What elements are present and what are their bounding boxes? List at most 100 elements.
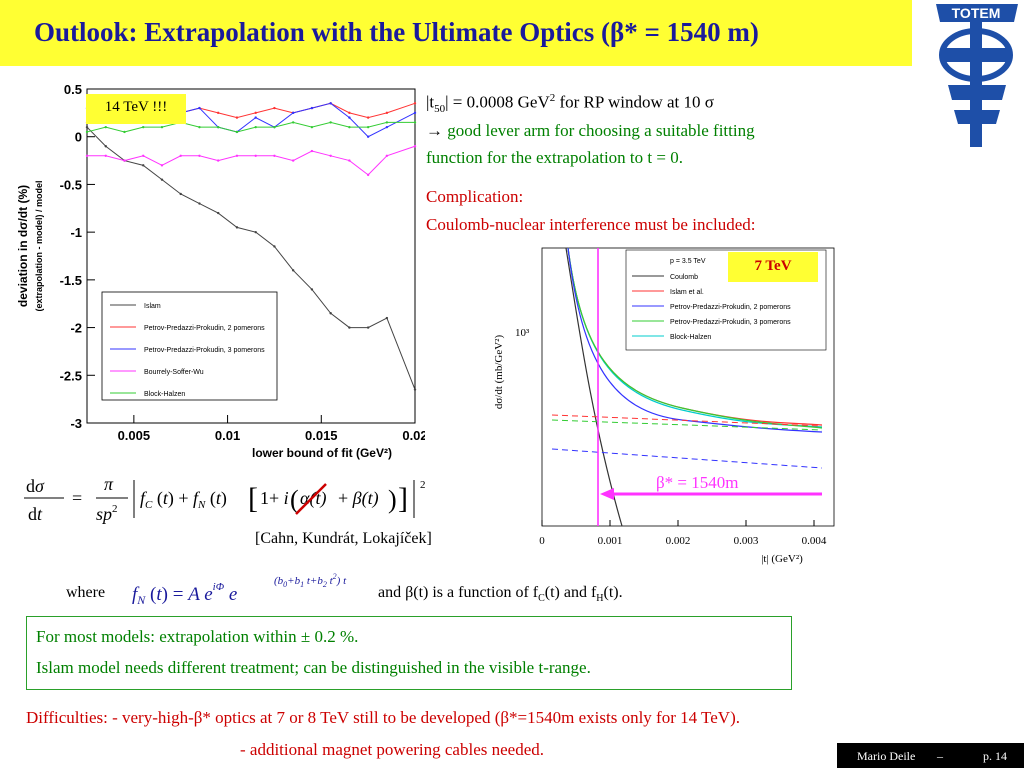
data-point (348, 116, 351, 119)
y-tick-label: -2.5 (60, 368, 82, 383)
data-point (273, 154, 276, 157)
c2-x-tick-label: 0 (539, 535, 545, 547)
svg-text:sp2: sp2 (96, 503, 118, 524)
svg-text:fC (t) + fN (t): fC (t) + fN (t) (140, 488, 227, 511)
data-point (104, 125, 107, 129)
y-axis-subtitle: (extrapolation - model) / model (34, 180, 44, 311)
c2-x-title: |t| (GeV²) (761, 553, 803, 565)
data-point (329, 121, 332, 124)
data-point (413, 111, 417, 115)
fn-formula: fN (t) = A eiΦ e (b0+b1 t+b2 t2) t (132, 572, 347, 607)
data-point (329, 154, 332, 157)
data-point (291, 159, 295, 162)
data-point (366, 135, 370, 138)
data-point (254, 116, 257, 119)
data-point (366, 125, 370, 129)
svg-text:]: ] (398, 482, 408, 515)
x-tick-label: 0.01 (215, 428, 240, 443)
footer-page: p. 14 (983, 749, 1007, 763)
c2-legend-entry: Block-Halzen (670, 334, 711, 341)
legend-entry: Petrov-Predazzi-Prokudin, 3 pomerons (144, 347, 265, 354)
data-point (348, 326, 351, 329)
data-point (385, 154, 389, 157)
citation: [Cahn, Kundrát, Lokajíček] (255, 530, 432, 547)
y-tick-label: -3 (70, 416, 82, 431)
deviation-chart: 0.5 0 -0.5 -1 -1.5 -2 -2.5 -3 0.005 0.01 0.015 0.0… (16, 82, 425, 460)
legend-entry: Block-Halzen (144, 391, 185, 398)
data-point (310, 125, 314, 129)
data-point (123, 130, 126, 134)
data-point (366, 173, 370, 177)
series-line (87, 145, 416, 176)
cross-section-chart: dσ/dt (mb/GeV²) 10³ 0 0.001 0.002 0.003 0.00… (493, 247, 835, 565)
c2-legend-entry: Petrov-Predazzi-Prokudin, 3 pomerons (670, 319, 791, 326)
data-point (179, 192, 182, 196)
data-point (160, 178, 164, 181)
svg-text:2: 2 (420, 479, 426, 491)
data-point (179, 154, 182, 157)
beta-annotation: β* = 1540m (656, 473, 738, 492)
data-point (217, 211, 220, 215)
data-point (291, 269, 295, 272)
data-point (310, 106, 314, 110)
y-tick-label: 0 (75, 130, 82, 145)
svg-text:TOTEM: TOTEM (952, 5, 1001, 21)
data-point (310, 149, 314, 153)
summary-box (26, 616, 792, 690)
svg-text:(: ( (290, 485, 299, 514)
complication-label: Complication: (426, 187, 524, 206)
data-point (85, 130, 89, 134)
x-axis-title: lower bound of fit (GeV²) (252, 446, 392, 460)
data-point (217, 111, 220, 115)
data-point (142, 125, 145, 129)
data-point (366, 326, 370, 329)
footer-author: Mario Deile (857, 749, 916, 763)
legend-entry: Bourrely-Soffer-Wu (144, 369, 204, 376)
data-point (198, 202, 201, 205)
c2-y-tick: 10³ (515, 327, 530, 339)
svg-text:(b0+b1 t+b2 t2) t: (b0+b1 t+b2 t2) t (274, 572, 347, 589)
data-point (413, 145, 417, 148)
x-tick-label: 0.005 (118, 428, 151, 443)
t50-line: |t50| = 0.0008 GeV2 for RP window at 10 … (426, 92, 714, 116)
data-point (385, 316, 389, 320)
footer-sep: – (937, 749, 943, 763)
difficulties-line-1: Difficulties: - very-high-β* optics at 7… (26, 708, 740, 727)
data-point (235, 154, 239, 157)
data-point (291, 121, 295, 124)
c2-legend-entry: Coulomb (670, 274, 698, 281)
y-tick-label: -1 (70, 225, 82, 240)
svg-text:+ β(t): + β(t) (338, 488, 379, 509)
data-point (348, 125, 351, 129)
c2-x-tick-label: 0.003 (734, 535, 759, 547)
data-point (329, 312, 332, 315)
data-point (329, 102, 332, 105)
complication-text: Coulomb-nuclear interference must be inc… (426, 215, 756, 234)
legend-entry: Islam (144, 303, 161, 310)
svg-text:fN (t) = A eiΦ e: fN (t) = A eiΦ e (132, 581, 237, 607)
data-point (254, 111, 257, 115)
c2-legend-entry: Petrov-Predazzi-Prokudin, 2 pomerons (670, 304, 791, 311)
where-label: where (66, 584, 106, 601)
c2-x-tick-label: 0.001 (598, 535, 623, 547)
energy-label-7tev: 7 TeV (728, 252, 818, 282)
y-axis-title: deviation in dσ/dt (%) (16, 185, 30, 307)
data-point (385, 125, 389, 129)
legend-entry: Petrov-Predazzi-Prokudin, 2 pomerons (144, 325, 265, 332)
data-point (104, 145, 107, 148)
totem-logo: TOTEM (918, 0, 1024, 160)
data-point (273, 245, 276, 248)
series-line (86, 126, 416, 390)
data-point (291, 111, 295, 115)
data-point (104, 154, 107, 157)
svg-text:dt: dt (28, 504, 43, 524)
data-point (254, 230, 257, 234)
c2-y-title: dσ/dt (mb/GeV²) (493, 335, 505, 410)
data-point (123, 159, 126, 162)
data-point (348, 159, 351, 162)
title-bar: Outlook: Extrapolation with the Ultimate… (0, 0, 912, 66)
extrapolation-line: function for the extrapolation to t = 0. (426, 148, 683, 167)
x-tick-label: 0.015 (305, 428, 338, 443)
data-point (273, 106, 276, 110)
data-point (142, 154, 145, 157)
